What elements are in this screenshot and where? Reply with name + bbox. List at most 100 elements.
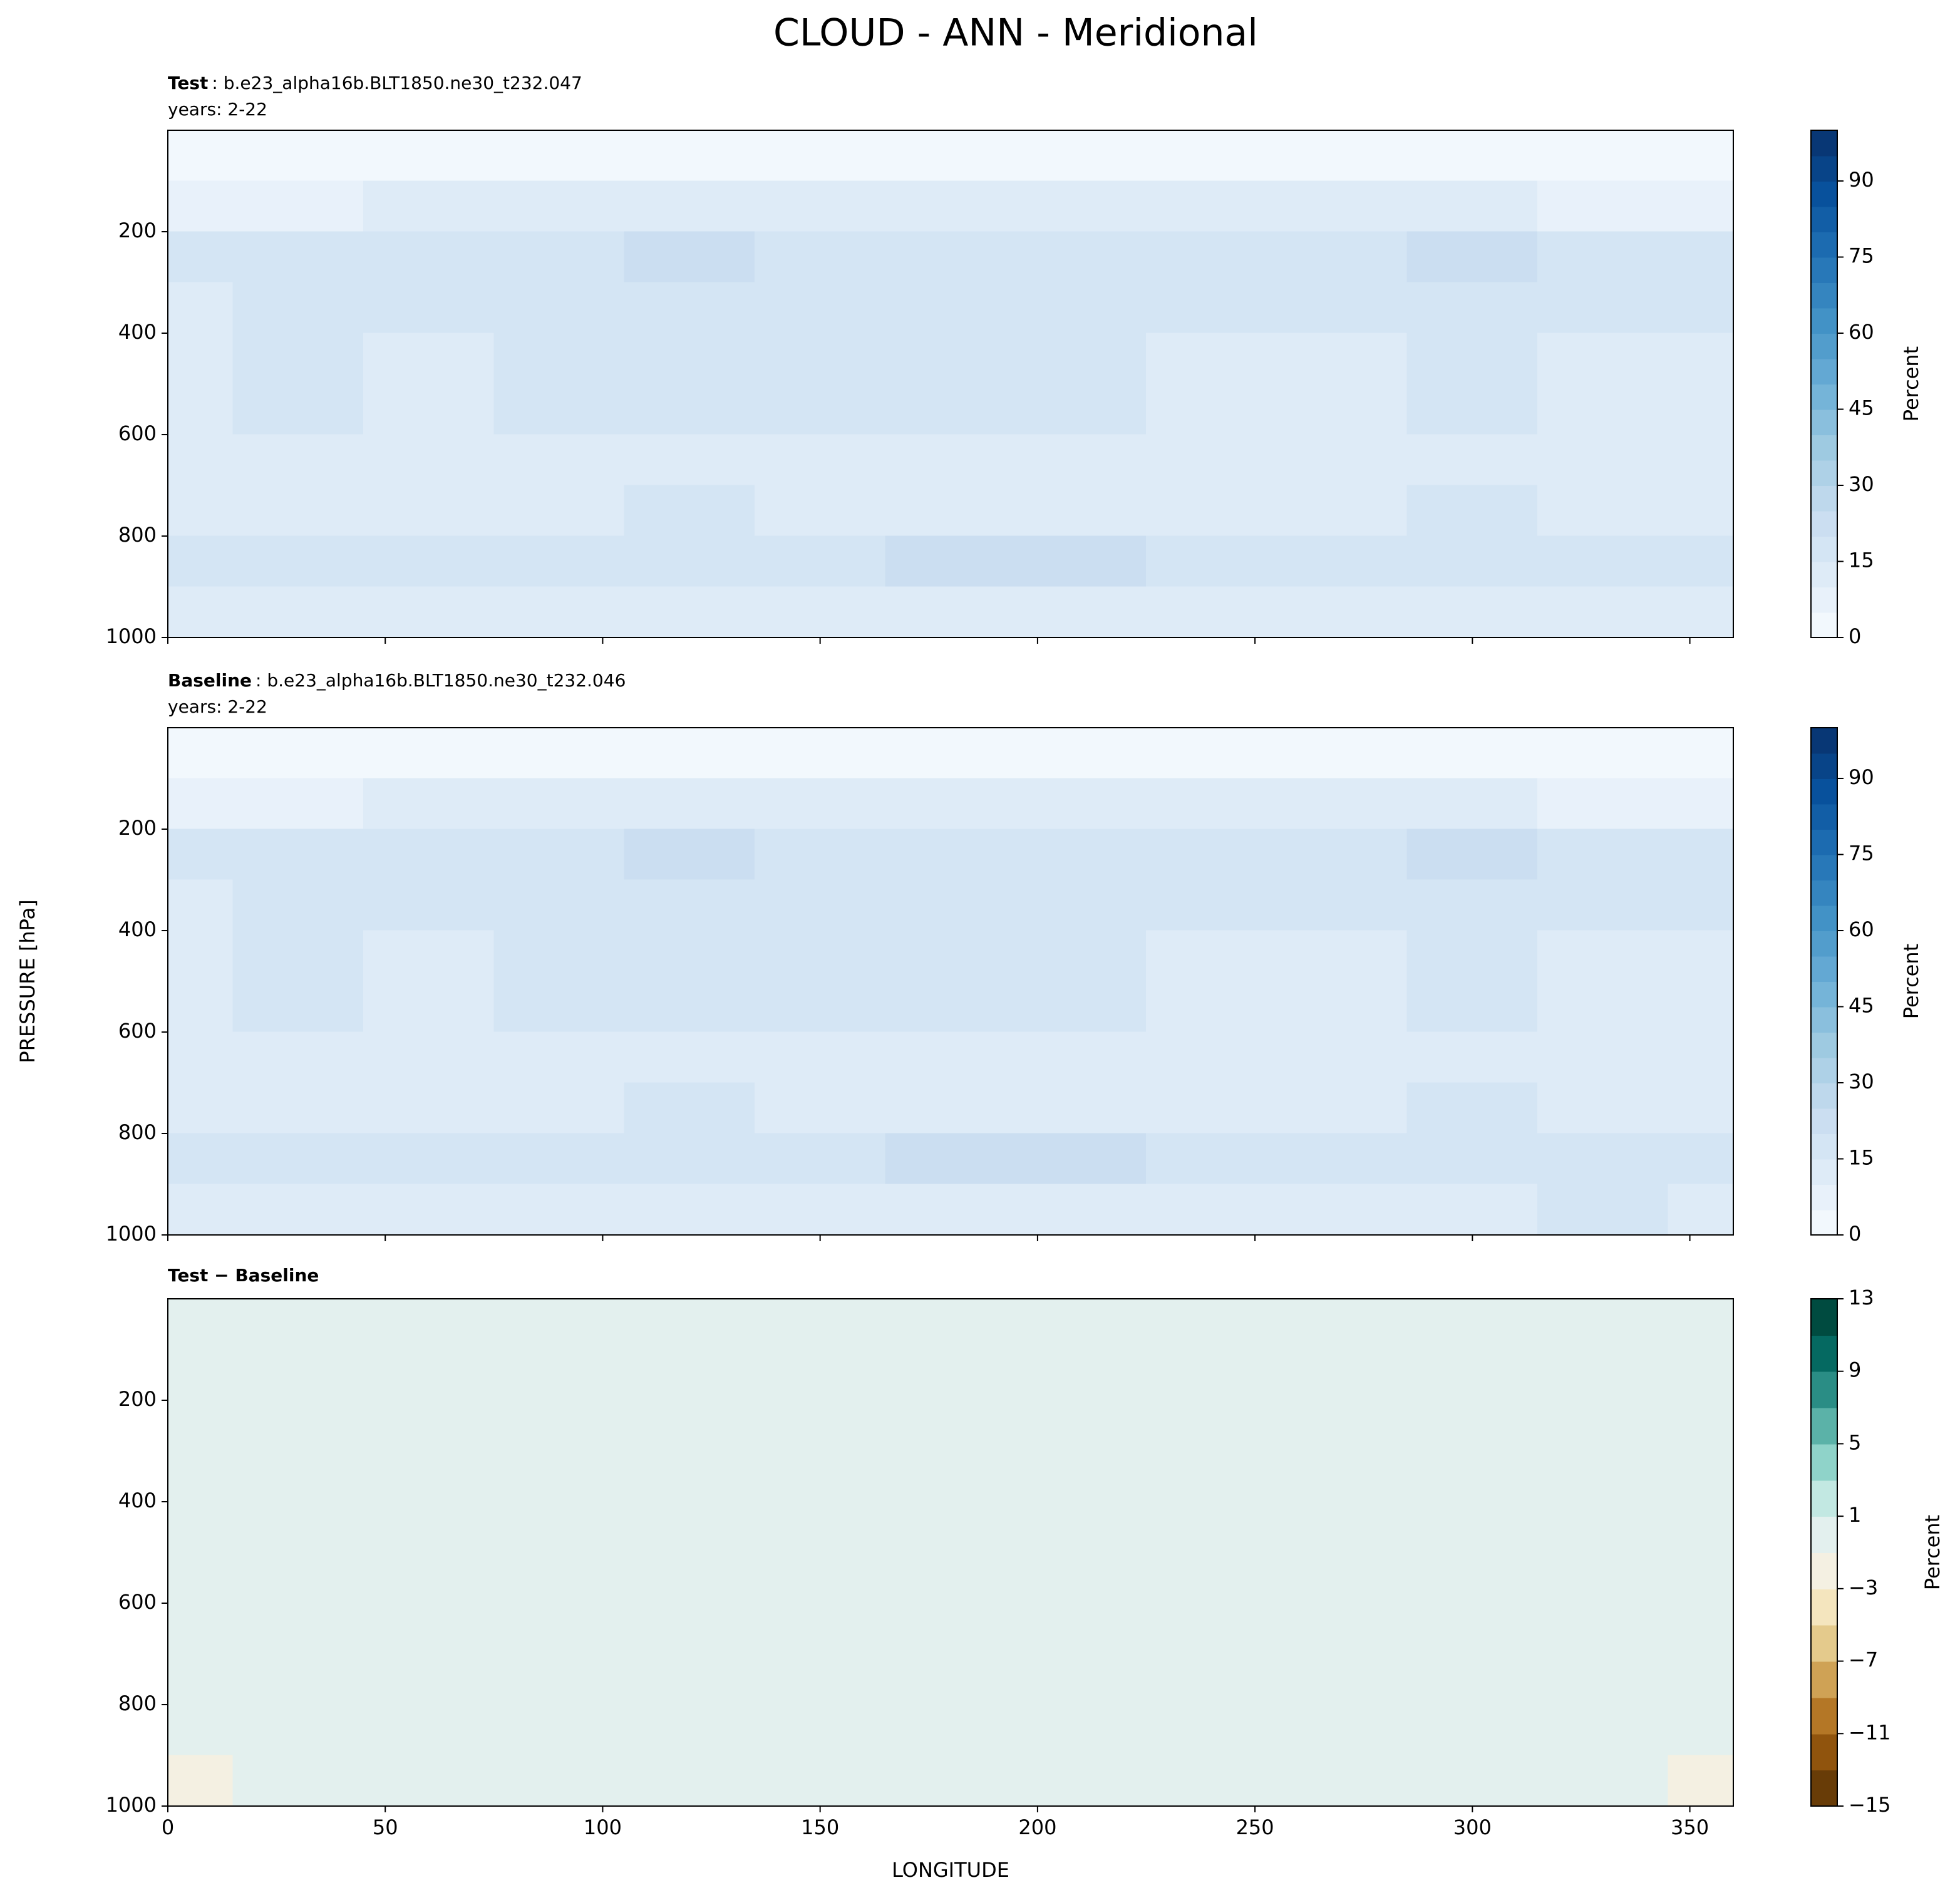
contour-cell	[885, 1082, 1017, 1134]
contour-cell	[885, 535, 1017, 587]
contour-cell	[493, 282, 626, 334]
contour-cell	[1146, 1349, 1277, 1401]
contour-cell	[1668, 383, 1734, 435]
contour-cell	[1276, 879, 1408, 931]
contour-cell	[1276, 981, 1408, 1033]
contour-cell	[232, 535, 364, 587]
contour-cell	[232, 282, 364, 334]
colorbar-band	[1810, 1209, 1838, 1236]
contour-cell	[1015, 1082, 1147, 1134]
contour-cell	[167, 485, 234, 537]
contour-cell	[167, 1450, 234, 1502]
contour-cell	[493, 1603, 626, 1655]
contour-cell	[493, 333, 626, 385]
contour-cell	[1537, 180, 1669, 232]
contour-cell	[1015, 1755, 1147, 1807]
colorbar-tick-label: 5	[1849, 1430, 1861, 1454]
contour-cell	[493, 1349, 626, 1401]
colorbar-band	[1810, 1443, 1838, 1481]
colorbar-band	[1810, 1159, 1838, 1185]
contour-cell	[624, 981, 756, 1033]
contour-cell	[1406, 1133, 1539, 1185]
contour-cell	[1537, 1501, 1669, 1553]
contour-cell	[885, 829, 1017, 880]
contour-cell	[232, 383, 364, 435]
x-tick-label: 300	[1453, 1815, 1492, 1839]
contour-cell	[232, 829, 364, 880]
contour-cell	[493, 829, 626, 880]
colorbar-band	[1810, 1371, 1838, 1408]
colorbar-band	[1810, 905, 1838, 931]
contour-cell	[1406, 1704, 1539, 1756]
contour-cell	[1668, 282, 1734, 334]
contour-cell	[1276, 1450, 1408, 1502]
contour-cell	[624, 879, 756, 931]
contour-cell	[1406, 778, 1539, 830]
contour-cell	[1276, 180, 1408, 232]
contour-cell	[1406, 1184, 1539, 1236]
contour-cell	[1146, 981, 1277, 1033]
contour-cell	[885, 930, 1017, 982]
contour-cell	[363, 1400, 495, 1452]
contour-cell	[232, 1704, 364, 1756]
contour-cell	[755, 1704, 886, 1756]
contour-cell	[1668, 778, 1734, 830]
contour-cell	[1276, 1298, 1408, 1350]
contour-cell	[1537, 1552, 1669, 1604]
x-tick-label: 100	[584, 1815, 622, 1839]
contour-cell	[1015, 535, 1147, 587]
contour-cell	[363, 535, 495, 587]
contour-cell	[885, 1653, 1017, 1705]
contour-cell	[1668, 485, 1734, 537]
contour-cell	[1668, 727, 1734, 779]
colorbar-band	[1810, 155, 1838, 182]
contour-cell	[363, 829, 495, 880]
contour-cell	[755, 434, 886, 486]
contour-cell	[755, 1298, 886, 1350]
y-tick-label: 800	[118, 1120, 157, 1144]
contour-cell	[1406, 485, 1539, 537]
contour-cell	[493, 1755, 626, 1807]
contour-cell	[624, 383, 756, 435]
y-tick-label: 400	[118, 320, 157, 344]
contour-cell	[885, 1704, 1017, 1756]
contour-cell	[167, 535, 234, 587]
contour-cell	[363, 231, 495, 283]
contour-cell	[624, 333, 756, 385]
contour-cell	[167, 829, 234, 880]
contour-cell	[1668, 1653, 1734, 1705]
contour-cell	[624, 1603, 756, 1655]
contour-cell	[232, 1653, 364, 1705]
contour-cell	[363, 434, 495, 486]
contour-cell	[1537, 1603, 1669, 1655]
contour-cell	[363, 180, 495, 232]
contour-cell	[885, 879, 1017, 931]
contour-cell	[493, 1501, 626, 1553]
contour-cell	[1146, 829, 1277, 880]
contour-cell	[363, 485, 495, 537]
contour-cell	[232, 1755, 364, 1807]
contour-cell	[1537, 586, 1669, 638]
contour-cell	[1146, 1400, 1277, 1452]
y-tick-label: 200	[118, 219, 157, 242]
contour-cell	[232, 1450, 364, 1502]
contour-cell	[885, 434, 1017, 486]
contour-cell	[1015, 778, 1147, 830]
contour-cell	[167, 180, 234, 232]
contour-cell	[1015, 1552, 1147, 1604]
contour-cell	[232, 1501, 364, 1553]
contour-cell	[1276, 778, 1408, 830]
contour-cell	[1146, 1450, 1277, 1502]
contour-cell	[1406, 727, 1539, 779]
contour-cell	[1015, 1031, 1147, 1083]
contour-cell	[1537, 1031, 1669, 1083]
contour-cell	[1406, 434, 1539, 486]
contour-cell	[167, 1184, 234, 1236]
contour-cell	[1146, 383, 1277, 435]
contour-cell	[1668, 130, 1734, 182]
colorbar-band	[1810, 333, 1838, 359]
x-tick-label: 150	[801, 1815, 839, 1839]
contour-cell	[1668, 333, 1734, 385]
contour-cell	[1146, 535, 1277, 587]
contour-field	[167, 1298, 1734, 1807]
